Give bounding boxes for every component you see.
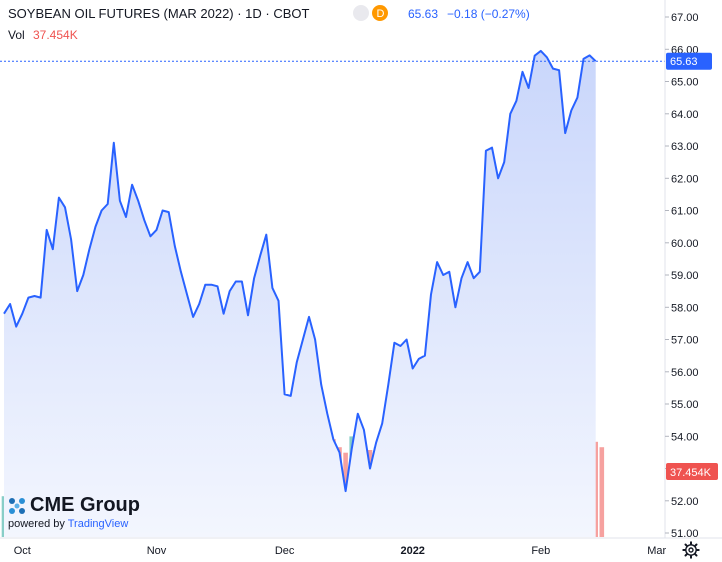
gear-icon[interactable]: [682, 541, 700, 559]
time-tick-label: Nov: [147, 545, 167, 557]
volume-tag: 37.454K: [666, 463, 718, 480]
last-price-tag-bg: [666, 52, 712, 70]
volume-bar: [599, 447, 605, 537]
cme-logo: CME Group: [6, 494, 140, 517]
badge-bg: [353, 5, 369, 21]
cme-logo-text: CME Group: [30, 494, 140, 516]
price-axis: 51.0052.0053.0054.0055.0056.0057.0058.00…: [665, 12, 699, 540]
volume-tag-bg: [666, 463, 718, 480]
last-price-tag-text: 65.63: [670, 56, 698, 68]
delay-badge-text: D: [377, 8, 385, 20]
time-axis: Oct Nov Dec 2022 Feb Mar: [14, 545, 667, 557]
last-value: 65.63: [408, 7, 438, 21]
price-tick-label: 62.00: [671, 173, 699, 185]
price-tick-label: 59.00: [671, 270, 699, 282]
change-value: −0.18 (−0.27%): [447, 7, 530, 21]
price-tick-label: 67.00: [671, 12, 699, 24]
price-tick-label: 65.00: [671, 77, 699, 89]
price-tick-label: 60.00: [671, 238, 699, 250]
powered-by-prefix: powered by: [8, 518, 65, 530]
price-line: [3, 49, 597, 493]
price-tick-label: 55.00: [671, 399, 699, 411]
price-tick-label: 63.00: [671, 141, 699, 153]
time-tick-label: Dec: [275, 545, 295, 557]
tradingview-link[interactable]: TradingView: [67, 518, 129, 530]
delay-badge: [372, 5, 388, 21]
volume-tag-text: 37.454K: [670, 467, 712, 479]
time-tick-label: Mar: [647, 545, 666, 557]
price-area: [4, 50, 596, 538]
price-tick-label: 57.00: [671, 335, 699, 347]
time-tick-label: Oct: [14, 545, 31, 557]
price-tick-label: 52.00: [671, 496, 699, 508]
cme-globe-icon: [9, 497, 25, 514]
volume-value: 37.454K: [33, 28, 78, 42]
time-tick-label: Feb: [531, 545, 550, 557]
price-tick-label: 64.00: [671, 109, 699, 121]
brand-logo: CME Group powered by TradingView: [6, 494, 140, 530]
price-tick-label: 61.00: [671, 206, 699, 218]
powered-by: powered by TradingView: [6, 518, 140, 530]
price-tick-label: 54.00: [671, 431, 699, 443]
price-tick-label: 56.00: [671, 367, 699, 379]
time-tick-label: 2022: [400, 545, 424, 557]
symbol-title: SOYBEAN OIL FUTURES (MAR 2022) · 1D · CB…: [8, 6, 310, 21]
legend: SOYBEAN OIL FUTURES (MAR 2022) · 1D · CB…: [8, 5, 530, 42]
volume-label: Vol: [8, 28, 25, 42]
price-tick-label: 51.00: [671, 528, 699, 540]
last-price-tag: 65.63: [666, 52, 712, 70]
price-tick-label: 58.00: [671, 302, 699, 314]
